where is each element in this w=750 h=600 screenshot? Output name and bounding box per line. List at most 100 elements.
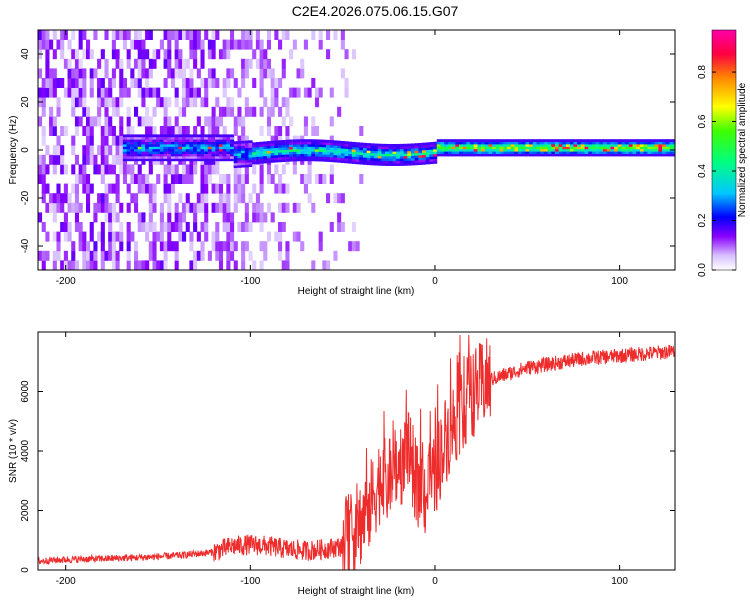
spectrogram-cell <box>215 78 220 88</box>
spectrogram-band-cell <box>178 158 183 162</box>
spectrogram-band-cell <box>436 144 441 147</box>
spectrogram-cell <box>200 39 205 50</box>
spectrogram-cell <box>226 97 231 108</box>
spectrogram-band-cell <box>429 144 434 148</box>
spectrogram-cell <box>126 183 131 194</box>
spectrogram-band-cell <box>418 152 423 156</box>
spectrogram-band-cell <box>388 163 393 166</box>
spectrogram-band-cell <box>137 146 142 150</box>
spectrogram-cell <box>89 145 94 156</box>
spectrogram-cell <box>71 106 76 117</box>
spectrogram-cell <box>178 49 183 60</box>
spectrogram-cell <box>119 116 124 127</box>
spectrogram-band-cell <box>326 151 331 155</box>
spectrogram-band-cell <box>359 149 364 153</box>
y-tick-label: 0 <box>20 147 31 153</box>
spectrogram-cell <box>241 250 246 261</box>
spectrogram-band-cell <box>529 153 534 157</box>
x-tick-label: 0 <box>432 276 438 287</box>
spectrogram-band-cell <box>433 160 438 164</box>
spectrogram-cell <box>200 202 205 213</box>
spectrogram-cell <box>115 174 120 184</box>
spectrogram-band-cell <box>410 155 416 159</box>
spectrogram-cell <box>52 49 57 60</box>
spectrogram-band-cell <box>170 141 176 145</box>
spectrogram-band-cell <box>362 162 368 165</box>
spectrogram-band-cell <box>554 141 560 145</box>
spectrogram-band-cell <box>492 153 497 157</box>
spectrogram-band-cell <box>362 145 368 149</box>
spectrogram-band-cell <box>248 164 253 168</box>
spectrogram-band-cell <box>337 145 342 149</box>
spectrogram-cell <box>211 116 216 127</box>
spectrogram-cell <box>211 202 216 213</box>
spectrogram-band-cell <box>407 158 412 161</box>
spectrogram-cell <box>52 30 57 40</box>
spectrogram-cell <box>296 231 301 242</box>
spectrogram-cell <box>56 135 61 146</box>
spectrogram-band-cell <box>281 151 286 155</box>
spectrogram-cell <box>60 126 65 136</box>
spectrogram-band-cell <box>566 151 571 154</box>
spectrogram-band-cell <box>602 148 608 152</box>
spectrogram-cell <box>82 174 87 184</box>
spectrogram-cell <box>351 222 356 232</box>
spectrogram-band-cell <box>333 140 338 144</box>
spectrogram-band-cell <box>407 146 412 149</box>
spectrogram-band-cell <box>126 151 131 154</box>
spectrogram-band-cell <box>525 146 530 150</box>
spectrogram-cell <box>134 174 139 184</box>
spectrogram-cell <box>174 174 179 184</box>
spectrogram-band-cell <box>351 144 356 148</box>
spectrogram-band-cell <box>204 151 209 154</box>
spectrogram-cell <box>97 164 102 175</box>
spectrogram-cell <box>78 39 83 50</box>
spectrogram-band-cell <box>425 147 430 150</box>
spectrogram-band-cell <box>558 148 563 152</box>
spectrogram-band-cell <box>340 145 345 149</box>
spectrogram-cell <box>255 30 260 40</box>
spectrogram-cell <box>38 87 43 98</box>
spectrogram-cell <box>152 58 157 69</box>
spectrogram-band-cell <box>355 151 360 155</box>
spectrogram-band-cell <box>547 153 552 157</box>
spectrogram-band-cell <box>525 144 530 147</box>
x-tick-label: 0 <box>432 576 438 587</box>
spectrogram-band-cell <box>218 153 224 157</box>
spectrogram-cell <box>226 193 231 204</box>
y-tick-label: 2000 <box>20 499 31 522</box>
spectrogram-cell <box>211 78 216 88</box>
spectrogram-cell <box>45 49 50 60</box>
spectrogram-cell <box>178 106 183 117</box>
spectrogram-cell <box>130 174 135 184</box>
spectrogram-band-cell <box>518 139 523 142</box>
spectrogram-band-cell <box>145 148 150 152</box>
spectrogram-cell <box>86 106 91 117</box>
spectrogram-cell <box>115 231 120 242</box>
spectrogram-cell <box>182 212 187 223</box>
spectrogram-band-cell <box>377 148 382 152</box>
spectrogram-band-cell <box>529 139 534 142</box>
spectrogram-cell <box>170 164 176 175</box>
spectrogram-band-cell <box>444 148 449 152</box>
spectrogram-cell <box>49 106 54 117</box>
spectrogram-cell <box>292 202 297 213</box>
spectrogram-band-cell <box>639 144 645 147</box>
spectrogram-band-cell <box>289 153 294 157</box>
spectrogram-cell <box>52 231 57 242</box>
spectrogram-band-cell <box>307 139 312 143</box>
spectrogram-band-cell <box>134 141 139 145</box>
spectrogram-band-cell <box>122 151 128 154</box>
spectrogram-band-cell <box>577 151 582 154</box>
spectrogram-band-cell <box>447 148 452 152</box>
spectrogram-cell <box>281 202 286 213</box>
spectrogram-cell <box>207 116 212 127</box>
spectrogram-band-cell <box>359 144 364 148</box>
spectrogram-band-cell <box>588 151 593 154</box>
spectrogram-band-cell <box>362 157 368 161</box>
spectrogram-cell <box>100 231 105 242</box>
spectrogram-cell <box>211 164 216 175</box>
spectrogram-cell <box>193 49 198 60</box>
spectrogram-cell <box>248 193 253 204</box>
spectrogram-band-cell <box>230 144 235 147</box>
